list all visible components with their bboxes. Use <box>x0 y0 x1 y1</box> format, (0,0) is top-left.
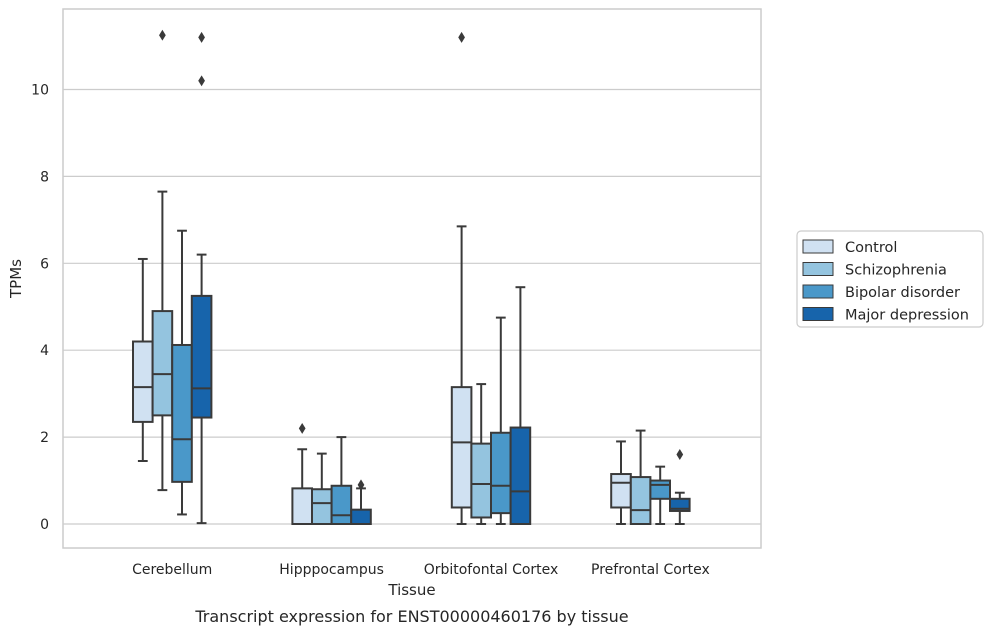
box-body <box>151 310 174 417</box>
box-body <box>649 479 672 500</box>
box-body <box>610 473 632 509</box>
box-body <box>311 488 333 525</box>
y-tick-labels: 0 2 4 6 8 10 <box>31 83 49 534</box>
y-tick-label: 4 <box>40 343 49 359</box>
box-body <box>629 476 652 526</box>
boxes <box>132 29 691 526</box>
box-major-depression <box>190 31 213 525</box>
legend-swatch <box>802 262 834 276</box>
box-major-depression <box>669 449 691 525</box>
box-schizophrenia <box>151 29 174 492</box>
box-body <box>291 487 313 526</box>
y-axis-title: TPMs <box>7 259 25 299</box>
box-schizophrenia <box>629 429 652 526</box>
y-tick-label: 0 <box>40 517 49 533</box>
legend-swatch <box>802 284 834 299</box>
outlier-point <box>676 449 684 460</box>
box-body <box>171 343 193 483</box>
x-tick-label: Prefrontal Cortex <box>591 562 710 578</box>
outlier-point <box>198 31 205 43</box>
legend-frame <box>796 230 984 328</box>
box-major-depression <box>350 479 372 525</box>
box-body <box>330 484 353 526</box>
box-bipolar-disorder <box>649 465 672 525</box>
box-body <box>450 386 473 509</box>
x-axis-title: Tissue <box>387 581 435 599</box>
outlier-point <box>458 31 465 43</box>
box-body <box>490 431 512 515</box>
box-control <box>450 31 473 525</box>
x-tick-labels: Cerebellum Hipppocampus Orbitofontal Corte… <box>132 562 710 578</box>
legend-swatch <box>802 239 834 254</box>
legend-swatch <box>802 307 834 321</box>
y-tick-label: 6 <box>40 256 49 272</box>
box-body <box>132 340 154 423</box>
y-tick-label: 8 <box>40 169 49 185</box>
outlier-point <box>298 422 306 434</box>
legend-label: Schizophrenia <box>845 263 947 279</box>
chart-caption: Transcript expression for ENST0000046017… <box>194 607 628 626</box>
outlier-point <box>357 479 365 491</box>
box-major-depression <box>509 286 532 525</box>
x-tick-label: Hipppocampus <box>279 562 384 578</box>
x-tick-label: Cerebellum <box>132 562 212 578</box>
legend-label: Major depression <box>845 308 969 324</box>
x-tick-label: Orbitofontal Cortex <box>424 562 559 578</box>
y-tick-label: 2 <box>40 430 49 446</box>
box-body <box>509 426 532 525</box>
legend-label: Bipolar disorder <box>845 285 960 301</box>
box-body <box>190 294 213 419</box>
box-body <box>470 442 492 519</box>
legend: Control Schizophrenia Bipolar disorder Majo… <box>796 230 984 328</box>
box-body <box>350 508 372 525</box>
outlier-point <box>198 75 205 87</box>
legend-label: Control <box>845 240 897 256</box>
plot-frame <box>62 8 762 549</box>
box-bipolar-disorder <box>171 229 193 516</box>
y-tick-label: 10 <box>31 83 49 99</box>
box-bipolar-disorder <box>330 436 353 526</box>
outlier-point <box>159 29 166 41</box>
